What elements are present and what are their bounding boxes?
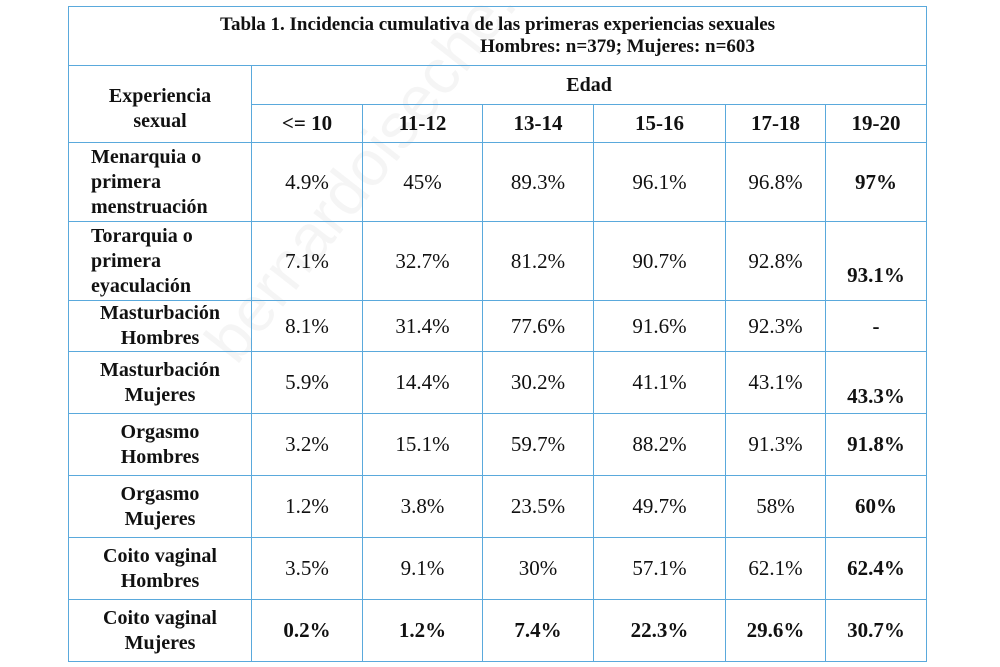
value-cell: 43.3% bbox=[824, 351, 928, 414]
value-cell: 3.8% bbox=[362, 475, 483, 538]
table-row: Masturbación Hombres 8.1% 31.4% 77.6% 91.6% 92… bbox=[68, 300, 928, 352]
row-label-line: Mujeres bbox=[124, 631, 196, 654]
row-label: Menarquia o primera menstruación bbox=[68, 142, 252, 222]
value-cell: 59.7% bbox=[482, 413, 594, 476]
row-label-line: Coito vaginal bbox=[103, 606, 217, 629]
value-cell: 90.7% bbox=[593, 221, 726, 301]
row-label-line: Torarquia o bbox=[91, 224, 193, 247]
row-label-line: Hombres bbox=[120, 327, 200, 349]
value-cell: 41.1% bbox=[593, 351, 726, 414]
value-cell: 3.5% bbox=[251, 537, 363, 600]
value-cell: 5.9% bbox=[251, 351, 363, 414]
row-header-line: sexual bbox=[133, 110, 187, 132]
value-cell: 60% bbox=[824, 475, 928, 538]
value-cell: 81.2% bbox=[482, 221, 594, 301]
value-cell: 97% bbox=[824, 142, 928, 222]
value-cell: 77.6% bbox=[482, 300, 594, 352]
row-label: Masturbación Hombres bbox=[68, 300, 252, 352]
row-label-line: primera bbox=[91, 249, 161, 272]
row-label-line: Masturbación bbox=[100, 302, 220, 324]
value-cell: 9.1% bbox=[362, 537, 483, 600]
value-cell: 0.2% bbox=[251, 599, 363, 662]
row-header: Experiencia sexual bbox=[68, 65, 252, 143]
value-cell: 92.3% bbox=[725, 300, 826, 352]
row-header-line: Experiencia bbox=[108, 85, 212, 107]
row-label-line: Hombres bbox=[120, 569, 200, 592]
value-cell: 91.8% bbox=[824, 413, 928, 476]
value-cell: 62.1% bbox=[725, 537, 826, 600]
value-cell: 93.1% bbox=[824, 221, 928, 301]
row-label: Orgasmo Hombres bbox=[68, 413, 252, 476]
row-label-line: Orgasmo bbox=[120, 420, 200, 443]
value-cell: 91.3% bbox=[725, 413, 826, 476]
table-row: Orgasmo Hombres 3.2% 15.1% 59.7% 88.2% 91.3% 91… bbox=[68, 413, 928, 476]
title-line: Tabla 1. Incidencia cumulativa de las pr… bbox=[220, 14, 776, 35]
value-cell: 49.7% bbox=[593, 475, 726, 538]
row-label: Torarquia o primera eyaculación bbox=[68, 221, 252, 301]
column-header: 15-16 bbox=[593, 104, 726, 143]
table-row: Menarquia o primera menstruación 4.9% 45% 89.… bbox=[68, 142, 928, 222]
table-title: Tabla 1. Incidencia cumulativa de las pr… bbox=[67, 6, 928, 66]
value-cell: 57.1% bbox=[593, 537, 726, 600]
value-cell: 22.3% bbox=[593, 599, 726, 662]
value-cell: 43.1% bbox=[725, 351, 826, 414]
value-cell: 31.4% bbox=[362, 300, 483, 352]
row-label-line: Mujeres bbox=[124, 383, 196, 406]
value-cell: 58% bbox=[725, 475, 826, 538]
table-row: Coito vaginal Mujeres 0.2% 1.2% 7.4% 22.3% 29.… bbox=[68, 599, 928, 662]
table-row: Coito vaginal Hombres 3.5% 9.1% 30% 57.1% 62.1… bbox=[68, 537, 928, 600]
value-cell: 23.5% bbox=[482, 475, 594, 538]
column-header: 17-18 bbox=[725, 104, 826, 143]
value-cell: 15.1% bbox=[362, 413, 483, 476]
value-cell: 7.1% bbox=[251, 221, 363, 301]
incidence-table: Tabla 1. Incidencia cumulativa de las pr… bbox=[67, 6, 928, 662]
table-row: Orgasmo Mujeres 1.2% 3.8% 23.5% 49.7% 58% 60% bbox=[68, 475, 928, 538]
value-cell: 92.8% bbox=[725, 221, 826, 301]
row-label-line: Masturbación bbox=[100, 358, 220, 381]
column-header: 19-20 bbox=[824, 104, 928, 143]
table-row: Masturbación Mujeres 5.9% 14.4% 30.2% 41.1% 43… bbox=[68, 351, 928, 414]
column-header: 11-12 bbox=[362, 104, 483, 143]
value-cell: 96.1% bbox=[593, 142, 726, 222]
row-label-line: Hombres bbox=[120, 445, 200, 468]
column-header: <= 10 bbox=[251, 104, 363, 143]
row-label: Orgasmo Mujeres bbox=[68, 475, 252, 538]
value-cell: 62.4% bbox=[824, 537, 928, 600]
row-label-line: Mujeres bbox=[124, 507, 196, 530]
value-cell: 89.3% bbox=[482, 142, 594, 222]
value-cell: 14.4% bbox=[362, 351, 483, 414]
row-label: Coito vaginal Hombres bbox=[68, 537, 252, 600]
row-label: Masturbación Mujeres bbox=[68, 351, 252, 414]
value-cell: 4.9% bbox=[251, 142, 363, 222]
row-label-line: Orgasmo bbox=[120, 482, 200, 505]
row-label-line: Menarquia o bbox=[91, 145, 202, 168]
value-cell: 30.2% bbox=[482, 351, 594, 414]
subtitle-line: Hombres: n=379; Mujeres: n=603 bbox=[480, 36, 755, 57]
value-cell: 88.2% bbox=[593, 413, 726, 476]
group-header-edad: Edad bbox=[250, 65, 928, 105]
table-row: Torarquia o primera eyaculación 7.1% 32.7% 81… bbox=[68, 221, 928, 301]
value-cell: 29.6% bbox=[725, 599, 826, 662]
value-cell: 1.2% bbox=[362, 599, 483, 662]
row-label-line: menstruación bbox=[91, 195, 208, 218]
value-cell: 30% bbox=[482, 537, 594, 600]
value-cell: 91.6% bbox=[593, 300, 726, 352]
value-cell: - bbox=[824, 300, 928, 352]
row-label: Coito vaginal Mujeres bbox=[68, 599, 252, 662]
row-label-line: primera bbox=[91, 170, 161, 193]
value-cell: 45% bbox=[362, 142, 483, 222]
value-cell: 30.7% bbox=[824, 599, 928, 662]
value-cell: 96.8% bbox=[725, 142, 826, 222]
value-cell: 8.1% bbox=[251, 300, 363, 352]
value-cell: 7.4% bbox=[482, 599, 594, 662]
value-cell: 3.2% bbox=[251, 413, 363, 476]
row-label-line: eyaculación bbox=[91, 274, 191, 297]
value-cell: 32.7% bbox=[362, 221, 483, 301]
row-label-line: Coito vaginal bbox=[103, 544, 217, 567]
column-header: 13-14 bbox=[482, 104, 594, 143]
value-cell: 1.2% bbox=[251, 475, 363, 538]
